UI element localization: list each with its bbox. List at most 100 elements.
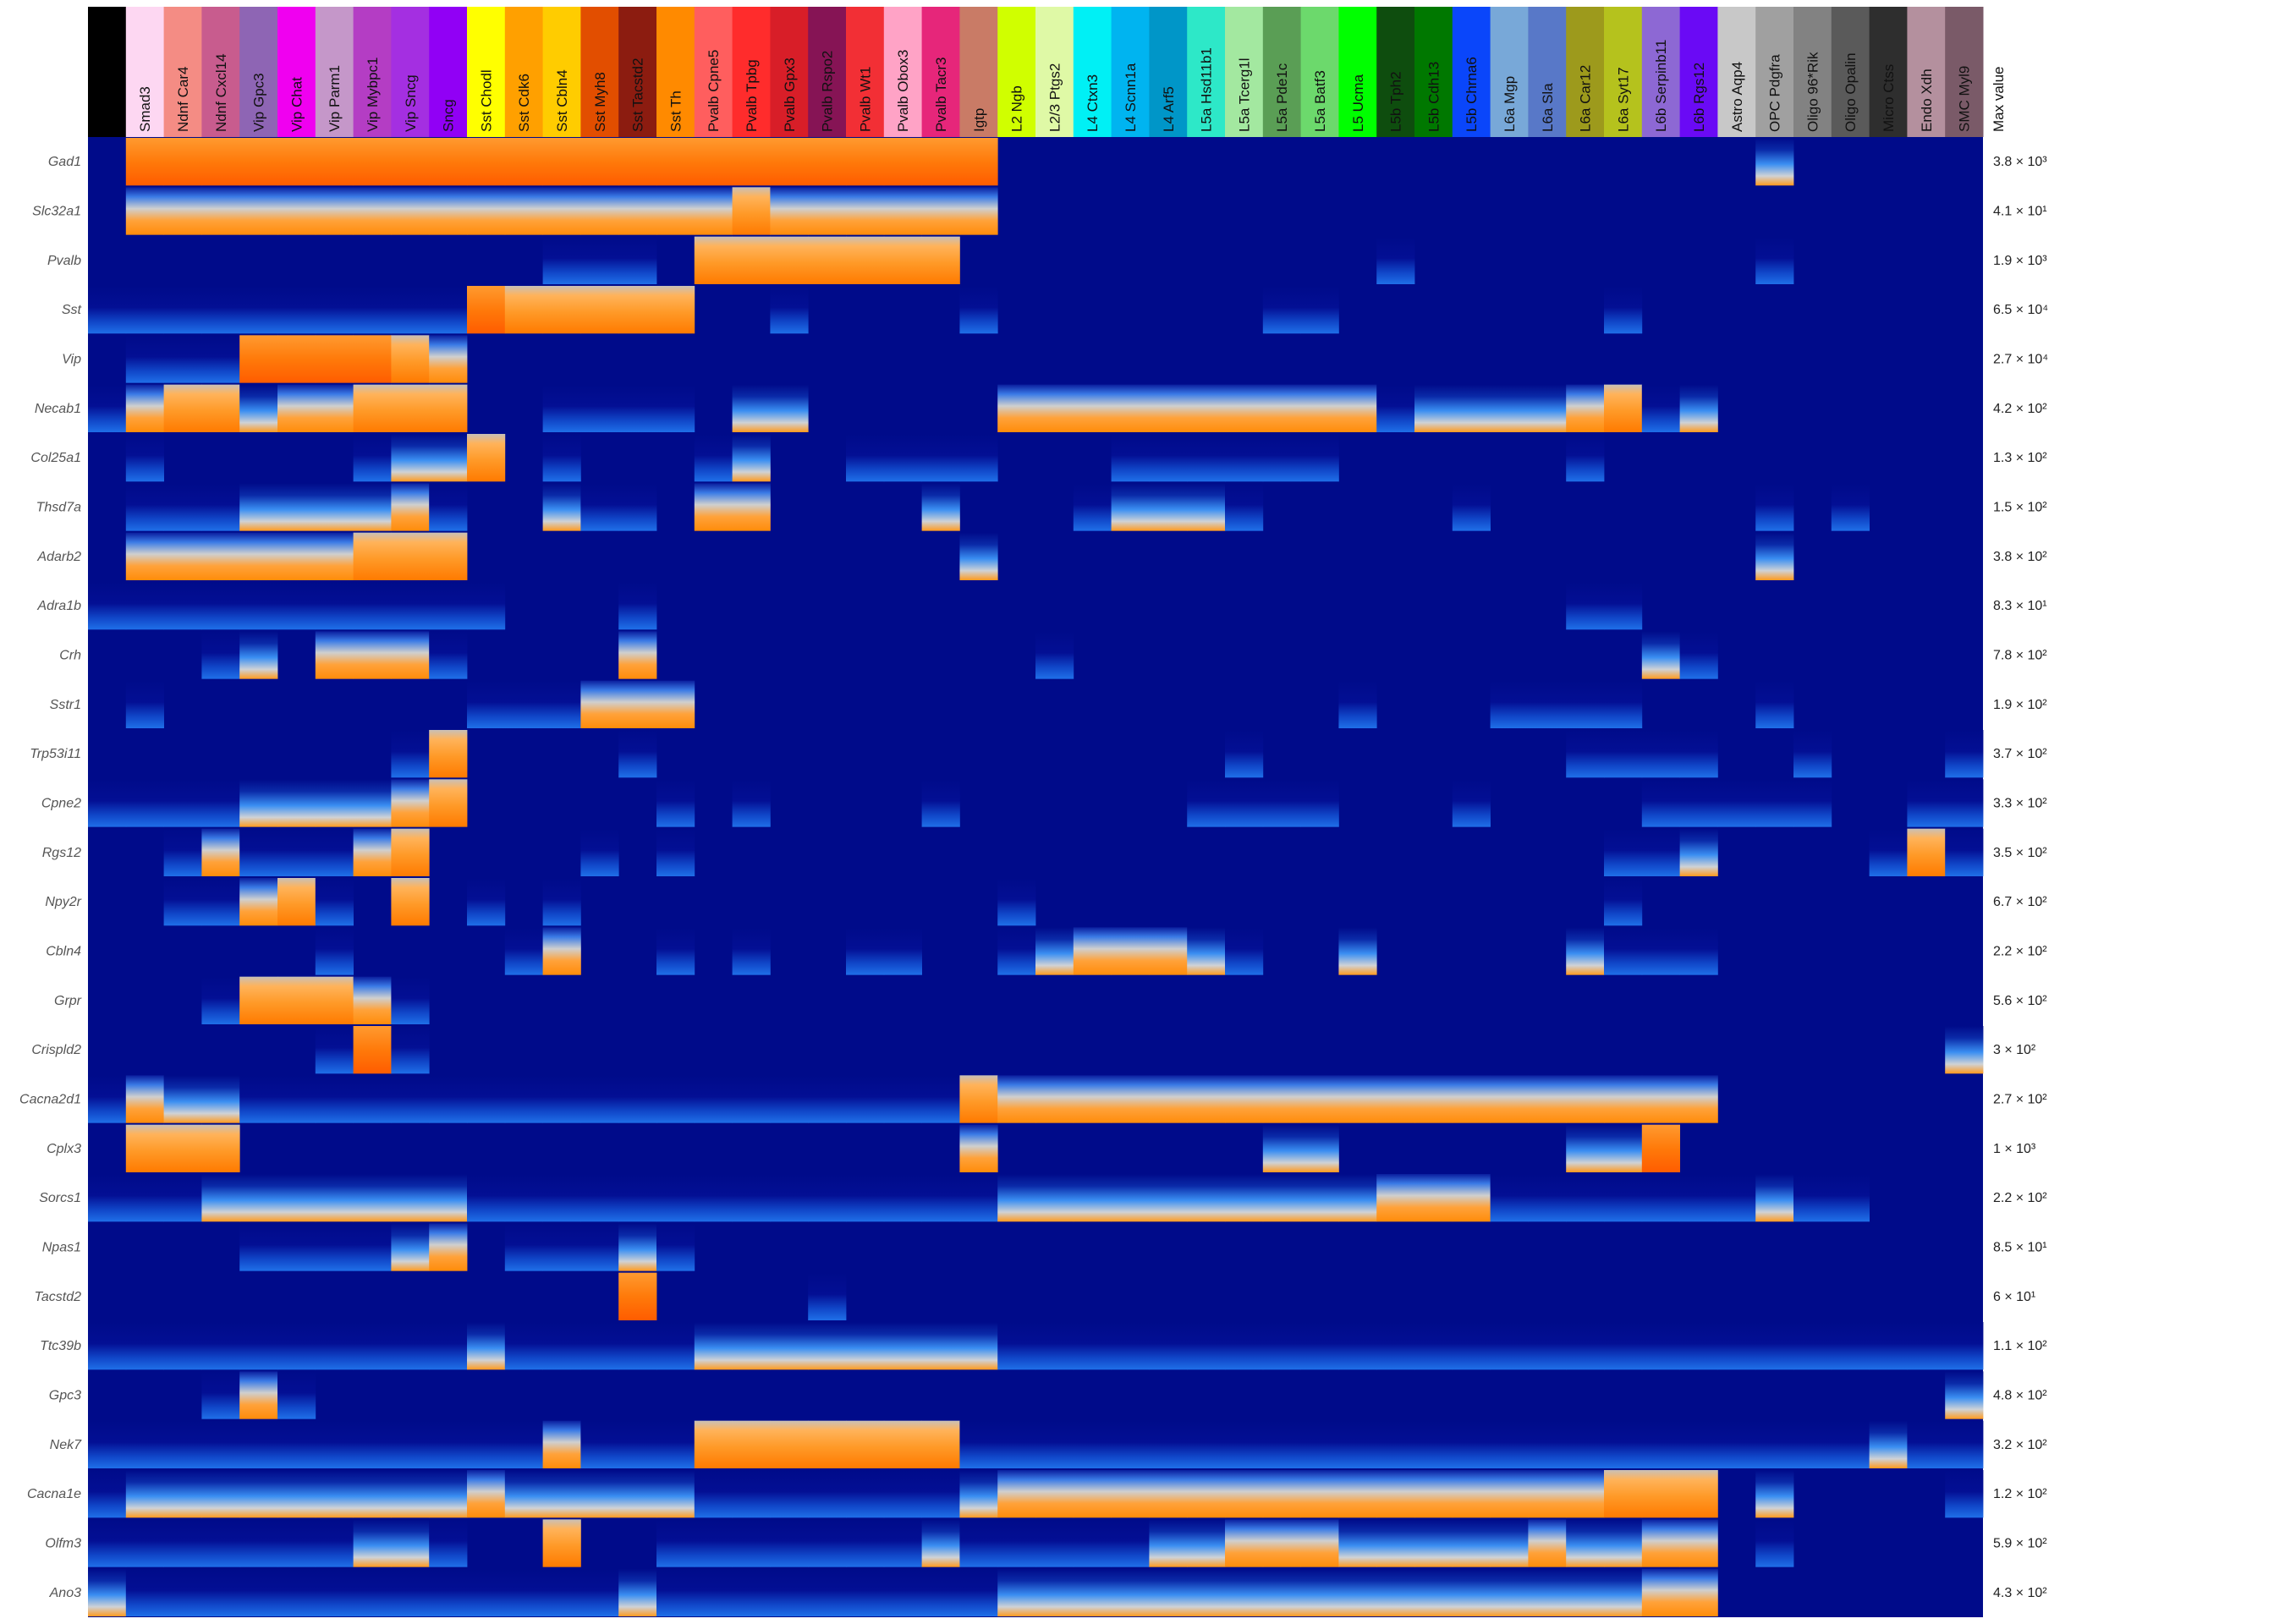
heatmap-cell [1945, 730, 1984, 778]
heatmap-cell [883, 434, 922, 482]
heatmap-cell [277, 1519, 316, 1567]
heatmap-cell [353, 1075, 392, 1123]
heatmap-cell [1566, 1124, 1605, 1172]
column-label: L2 Ngb [1009, 85, 1025, 132]
column-color-bar [467, 7, 506, 137]
heatmap-cell [542, 1420, 581, 1468]
heatmap-cell [201, 976, 240, 1024]
heatmap-cell [1490, 1174, 1529, 1222]
heatmap-cell [1528, 1174, 1567, 1222]
heatmap-cell [391, 878, 430, 926]
row-gene-labels: Gad1 Slc32a1 Pvalb Sst Vip Necab1 Col25a1 Thsd7… [19, 155, 82, 1600]
column-label: Micro Ctss [1881, 64, 1897, 132]
heatmap-cell [88, 286, 127, 334]
heatmap-cell [959, 1420, 998, 1468]
column-color-bar [315, 7, 354, 137]
heatmap-cell [1566, 384, 1605, 432]
heatmap-cell [391, 1519, 430, 1567]
heatmap-cell [353, 384, 392, 432]
heatmap-cell [1793, 1420, 1832, 1468]
heatmap-cell [163, 878, 202, 926]
heatmap-cell [1641, 828, 1680, 876]
heatmap-cell [770, 1470, 809, 1518]
heatmap-cell [656, 1568, 695, 1616]
column-color-bar [997, 7, 1036, 137]
heatmap-cell [125, 582, 164, 630]
heatmap-cell [580, 680, 619, 728]
heatmap-cell [618, 483, 657, 531]
heatmap-cell [1755, 1174, 1794, 1222]
heatmap-cell [125, 1519, 164, 1567]
column-label: Oligo 96*Rik [1804, 52, 1821, 132]
heatmap-cell [1945, 1371, 1984, 1419]
heatmap-cell [618, 1075, 657, 1123]
heatmap-cell [1755, 236, 1794, 284]
heatmap-cell [1679, 1568, 1718, 1616]
heatmap-cell [391, 286, 430, 334]
heatmap-cell [1945, 1470, 1984, 1518]
heatmap-cell [1679, 1322, 1718, 1370]
column-label: L6a Mgp [1502, 76, 1518, 132]
max-value-label: 6 × 10¹ [1993, 1290, 2035, 1304]
heatmap-cell [125, 532, 164, 580]
column-header-labels: Smad3 Ndnf Car4 Ndnf Cxcl14 Vip Gpc3 Vip Cha… [137, 40, 1972, 132]
heatmap-cell [1338, 1519, 1377, 1567]
heatmap-cell [1300, 1075, 1339, 1123]
heatmap-cell [1907, 828, 1946, 876]
column-color-bar [1187, 7, 1226, 137]
heatmap-cell [125, 384, 164, 432]
heatmap-cell [921, 1322, 960, 1370]
column-color-bar [1300, 7, 1339, 137]
heatmap-cell [315, 286, 354, 334]
heatmap-cell [467, 138, 506, 186]
column-color-bar [732, 7, 771, 137]
heatmap-cell [429, 1174, 468, 1222]
column-color-bar [959, 7, 998, 137]
heatmap-cell [883, 138, 922, 186]
heatmap-cell [239, 384, 278, 432]
heatmap-cell [277, 1223, 316, 1271]
heatmap-cell [315, 1075, 354, 1123]
gene-label: Cacna2d1 [19, 1093, 81, 1107]
heatmap-cell [1035, 1420, 1074, 1468]
heatmap-cell [429, 1470, 468, 1518]
heatmap-cell [1225, 1519, 1264, 1567]
gene-label: Ano3 [49, 1586, 81, 1600]
column-label: Sst Chodl [478, 69, 494, 132]
heatmap-cell [1604, 1519, 1643, 1567]
column-label: Pvalb Tacr3 [933, 57, 949, 132]
column-color-bar [1073, 7, 1112, 137]
heatmap-cell [618, 680, 657, 728]
column-color-bar [1566, 7, 1605, 137]
gene-label: Crh [59, 649, 81, 663]
column-color-bar [201, 7, 240, 137]
heatmap-cell [959, 1322, 998, 1370]
heatmap-cell [656, 1519, 695, 1567]
heatmap-cell [163, 286, 202, 334]
heatmap-cell [1187, 779, 1226, 827]
heatmap-cell [504, 1174, 543, 1222]
heatmap-cell [1300, 1420, 1339, 1468]
heatmap-cell [542, 1174, 581, 1222]
heatmap-cell [846, 927, 885, 975]
heatmap-cell [1604, 730, 1643, 778]
heatmap-cell [163, 582, 202, 630]
heatmap-cell [770, 138, 809, 186]
heatmap-cell [1641, 384, 1680, 432]
heatmap-cell [467, 1075, 506, 1123]
gene-label: Gad1 [48, 155, 81, 169]
heatmap-cell [770, 1174, 809, 1222]
heatmap-cell [201, 1470, 240, 1518]
heatmap-cell [997, 1075, 1036, 1123]
heatmap-cell [732, 1568, 771, 1616]
heatmap-cell [732, 434, 771, 482]
heatmap-cell [921, 236, 960, 284]
max-value-label: 6.5 × 10⁴ [1993, 303, 2048, 317]
heatmap-cell [88, 582, 127, 630]
heatmap-cell [239, 1075, 278, 1123]
heatmap-cell [1717, 1322, 1756, 1370]
heatmap-background [88, 137, 1983, 1617]
column-label: L6b Serpinb11 [1653, 40, 1669, 132]
heatmap-cell [1679, 927, 1718, 975]
heatmap-cell [315, 976, 354, 1024]
